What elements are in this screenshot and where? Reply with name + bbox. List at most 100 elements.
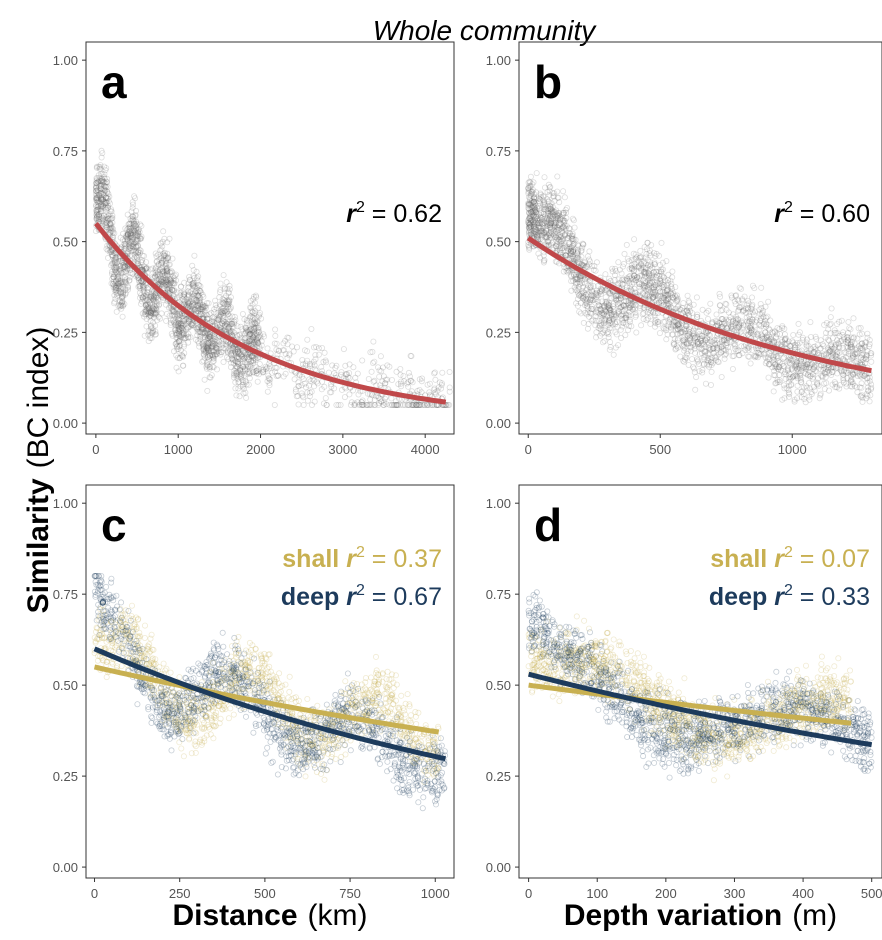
data-point — [147, 312, 154, 319]
data-point — [243, 394, 250, 401]
data-point — [133, 237, 140, 244]
data-point — [172, 277, 179, 284]
data-point — [130, 228, 137, 235]
data-point — [206, 331, 213, 338]
data-point — [804, 361, 811, 368]
data-point — [223, 292, 230, 299]
data-point — [234, 363, 241, 370]
data-point — [209, 342, 216, 349]
data-point — [206, 347, 213, 354]
data-point — [199, 343, 206, 350]
data-point — [204, 354, 211, 361]
data-point — [835, 340, 842, 347]
data-point — [106, 193, 113, 200]
data-point — [143, 264, 150, 271]
data-point — [160, 278, 167, 285]
data-point — [119, 313, 126, 320]
data-point — [149, 304, 156, 311]
data-point — [132, 253, 139, 260]
data-point — [142, 308, 149, 315]
data-point — [769, 364, 776, 371]
data-point — [253, 370, 260, 377]
data-point — [676, 305, 683, 312]
data-point — [192, 288, 199, 295]
data-point — [435, 384, 442, 391]
data-point — [864, 392, 871, 399]
data-point — [93, 163, 100, 170]
data-point — [868, 381, 875, 388]
data-point — [724, 337, 731, 344]
data-point — [155, 261, 162, 268]
data-point — [178, 332, 185, 339]
data-point — [174, 313, 181, 320]
data-point — [564, 204, 571, 211]
data-point — [162, 263, 169, 270]
data-point — [256, 343, 263, 350]
data-point — [397, 378, 404, 385]
data-point — [379, 364, 386, 371]
data-point — [160, 275, 167, 282]
data-point — [122, 262, 129, 269]
data-point — [229, 313, 236, 320]
data-point — [96, 174, 103, 181]
data-point — [233, 331, 240, 338]
data-point — [94, 212, 101, 219]
data-point — [190, 272, 197, 279]
data-point — [180, 321, 187, 328]
data-point — [142, 266, 149, 273]
data-point — [147, 293, 154, 300]
data-point — [153, 258, 160, 265]
data-point — [126, 253, 133, 260]
data-point — [204, 330, 211, 337]
data-point — [203, 360, 210, 367]
data-point — [367, 401, 374, 408]
data-point — [597, 312, 604, 319]
data-point — [260, 331, 267, 338]
data-point — [663, 288, 670, 295]
data-point — [673, 298, 680, 305]
data-point — [138, 235, 145, 242]
data-point — [219, 305, 226, 312]
data-point — [203, 332, 210, 339]
data-point — [129, 234, 136, 241]
data-point — [177, 327, 184, 334]
data-point — [614, 301, 621, 308]
data-point — [118, 279, 125, 286]
data-point — [194, 301, 201, 308]
data-point — [110, 281, 117, 288]
data-point — [713, 357, 720, 364]
data-point — [775, 366, 782, 373]
data-point — [221, 284, 228, 291]
data-point — [97, 182, 104, 189]
data-point — [188, 304, 195, 311]
data-point — [264, 378, 271, 385]
data-point — [699, 332, 706, 339]
data-point — [168, 330, 175, 337]
data-point — [254, 378, 261, 385]
data-point — [204, 358, 211, 365]
data-point — [152, 267, 159, 274]
data-point — [559, 223, 566, 230]
data-point — [695, 360, 702, 367]
data-point — [98, 189, 105, 196]
data-point — [138, 222, 145, 229]
data-point — [854, 389, 861, 396]
data-point — [185, 333, 192, 340]
data-point — [249, 321, 256, 328]
data-point — [104, 215, 111, 222]
data-point — [215, 315, 222, 322]
data-point — [205, 347, 212, 354]
data-point — [207, 334, 214, 341]
data-point — [541, 205, 548, 212]
data-point — [133, 220, 140, 227]
data-point — [201, 343, 208, 350]
data-point — [243, 317, 250, 324]
data-point — [608, 311, 615, 318]
data-point — [249, 308, 256, 315]
data-point — [160, 252, 167, 259]
data-point — [619, 276, 626, 283]
data-point — [206, 352, 213, 359]
data-point — [105, 212, 112, 219]
data-point — [208, 318, 215, 325]
data-point — [113, 283, 120, 290]
